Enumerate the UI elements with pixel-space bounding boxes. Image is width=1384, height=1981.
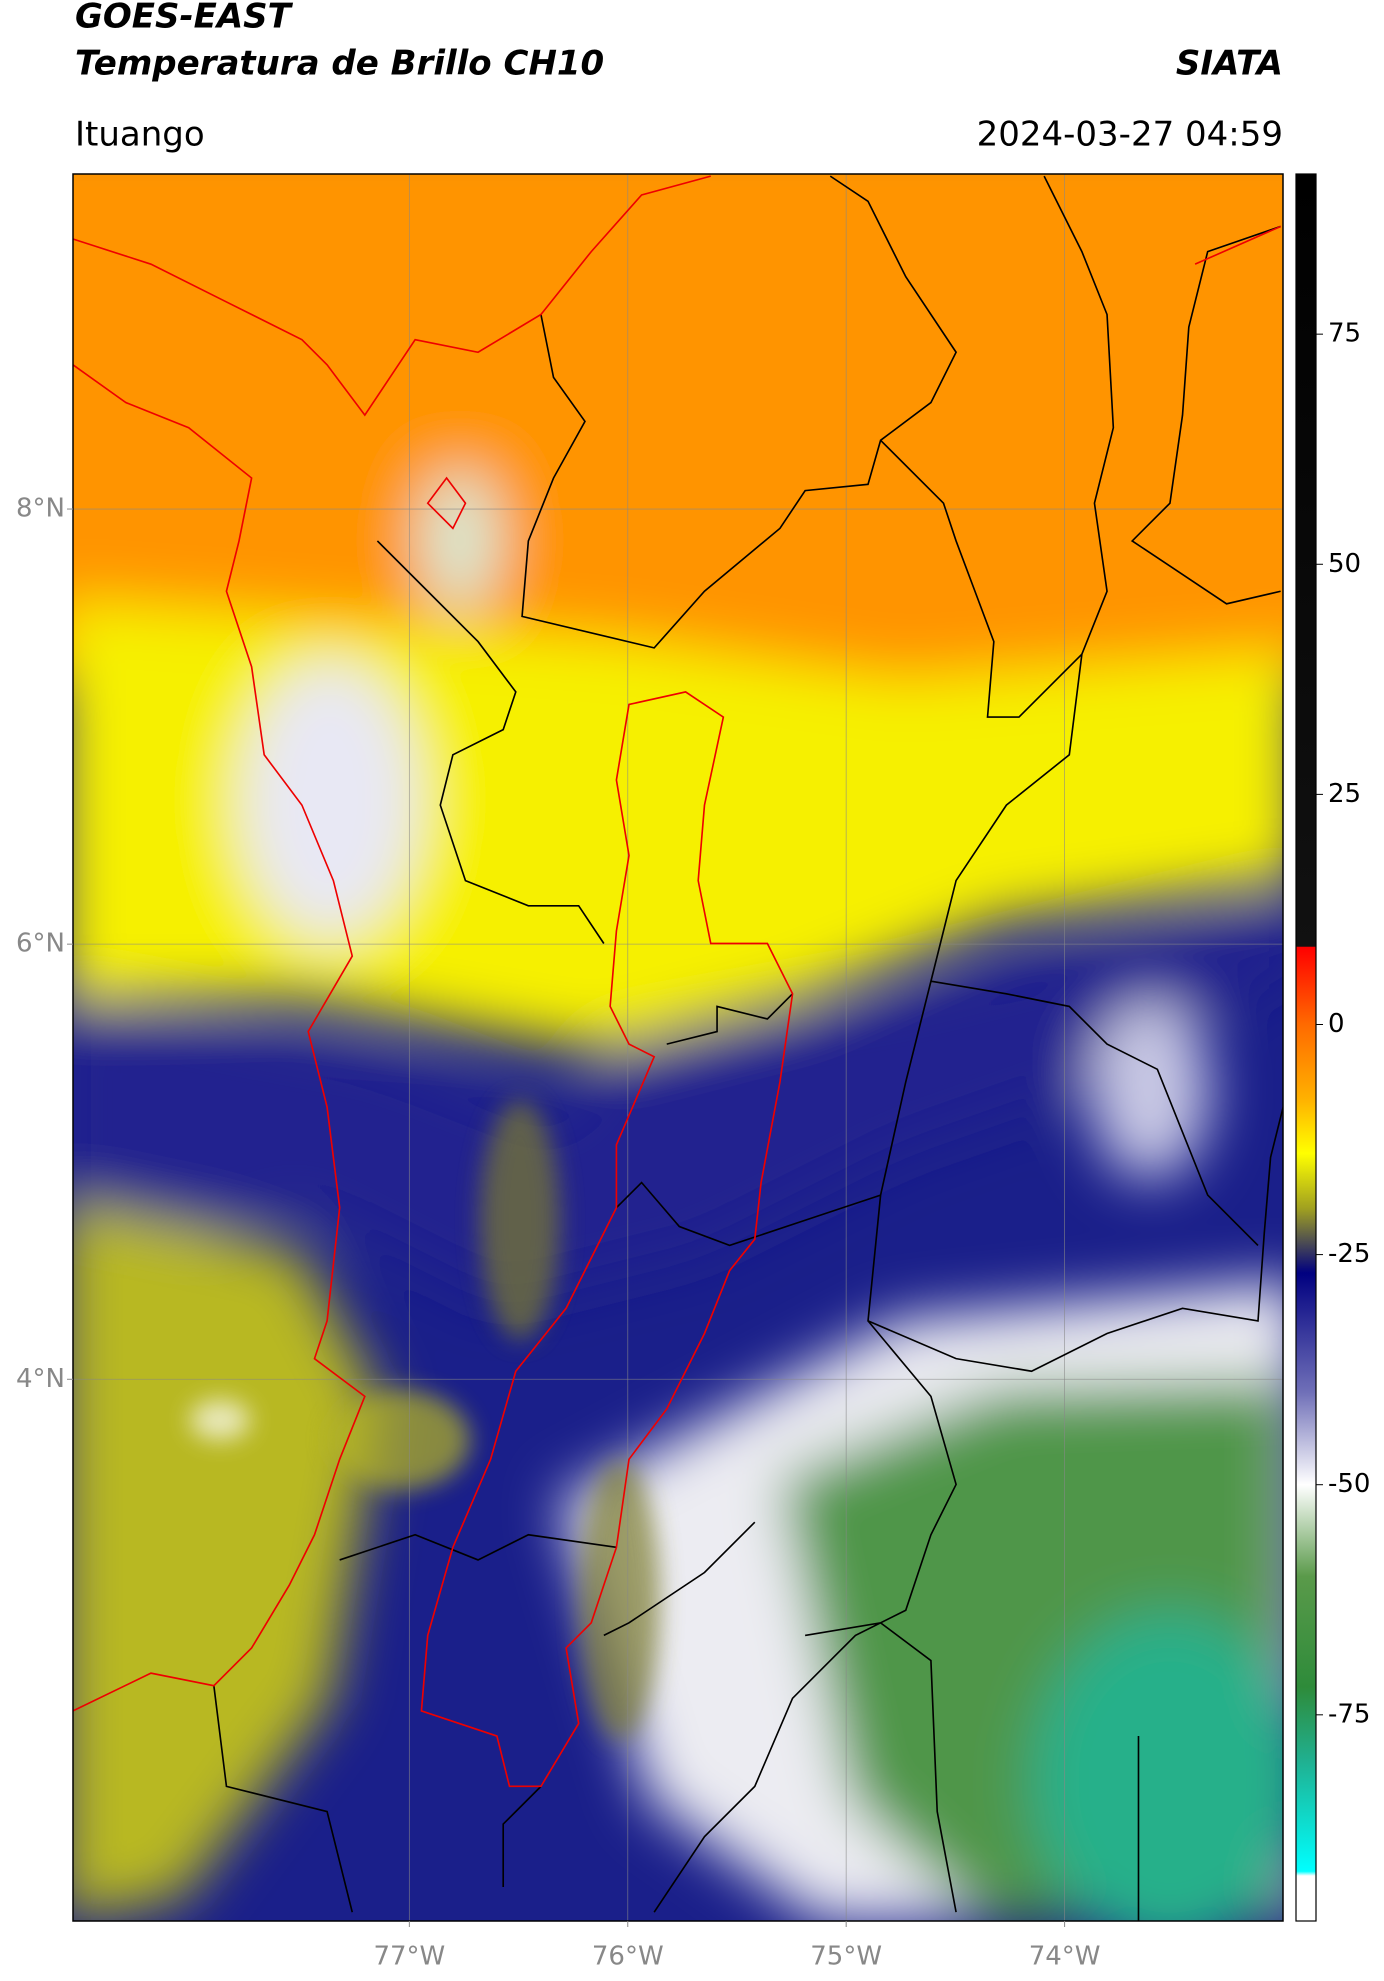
colorbar-tick-label: -25 (1328, 1239, 1370, 1269)
colorbar-tick-label: -50 (1328, 1469, 1370, 1499)
datetime: 2024-03-27 04:59 (977, 115, 1283, 155)
y-tick-label: 8°N (16, 494, 65, 524)
colorbar-tick-label: 25 (1328, 779, 1361, 809)
y-tick-label: 6°N (16, 929, 65, 959)
source: SIATA (1176, 44, 1283, 84)
subtitle: Temperatura de Brillo CH10 (75, 44, 604, 84)
x-tick-label: 76°W (592, 1942, 664, 1972)
colorbar-tick-label: 0 (1328, 1009, 1345, 1039)
location: Ituango (75, 115, 205, 155)
colorbar-tick-label: 75 (1328, 319, 1361, 349)
x-tick-label: 77°W (373, 1942, 445, 1972)
map-frame (72, 173, 1284, 1922)
colorbar (1295, 173, 1317, 1922)
boundaries (72, 175, 1284, 1921)
x-tick-label: 75°W (810, 1942, 882, 1972)
title: GOES-EAST (75, 0, 294, 37)
y-tick-label: 4°N (16, 1364, 65, 1394)
colorbar-tick-label: -75 (1328, 1699, 1370, 1729)
satellite-image (73, 174, 1283, 1921)
grid (73, 174, 1283, 1921)
x-tick-label: 74°W (1029, 1942, 1101, 1972)
colorbar-tick-label: 50 (1328, 549, 1361, 579)
